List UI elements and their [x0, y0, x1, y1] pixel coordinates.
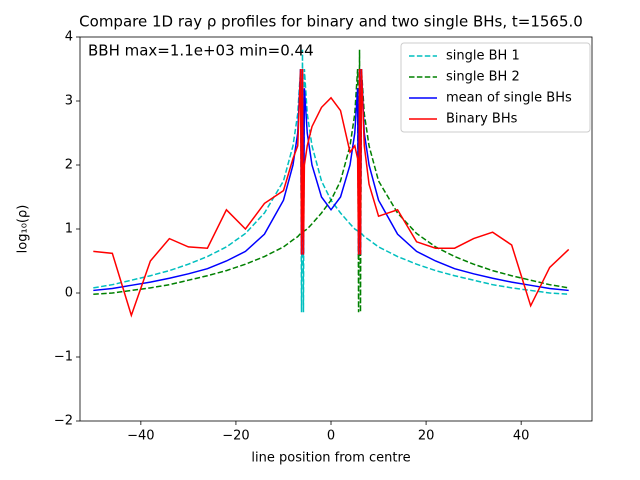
legend-label: mean of single BHs [446, 91, 572, 106]
y-tick-label: −2 [54, 414, 73, 429]
legend-label: single BH 1 [446, 49, 520, 64]
x-tick-label: 40 [513, 429, 530, 444]
legend-label: single BH 2 [446, 70, 520, 85]
y-tick-label: −1 [54, 350, 73, 365]
series-line [93, 68, 569, 292]
x-tick-label: 20 [418, 429, 435, 444]
legend-label: Binary BHs [446, 112, 518, 127]
x-tick-label: −40 [127, 429, 154, 444]
legend: single BH 1 single BH 2 mean of single BHs… [400, 42, 591, 133]
y-axis-label: log₁₀(ρ) [16, 205, 31, 254]
series-line [93, 49, 569, 313]
y-tick-label: 3 [65, 94, 73, 109]
y-tick-label: 4 [65, 30, 73, 45]
x-axis-label: line position from centre [251, 451, 410, 466]
chart-title: Compare 1D ray ρ profiles for binary and… [79, 13, 583, 31]
legend-box [400, 42, 591, 133]
y-tick-label: 0 [65, 286, 73, 301]
annotation: BBH max=1.1e+03 min=0.44 [88, 42, 314, 60]
x-tick-label: 0 [327, 429, 335, 444]
plot-frame [79, 36, 593, 422]
y-tick-label: 1 [65, 222, 73, 237]
y-tick-label: 2 [65, 158, 73, 173]
series-line [93, 68, 570, 318]
x-tick-label: −20 [222, 429, 249, 444]
